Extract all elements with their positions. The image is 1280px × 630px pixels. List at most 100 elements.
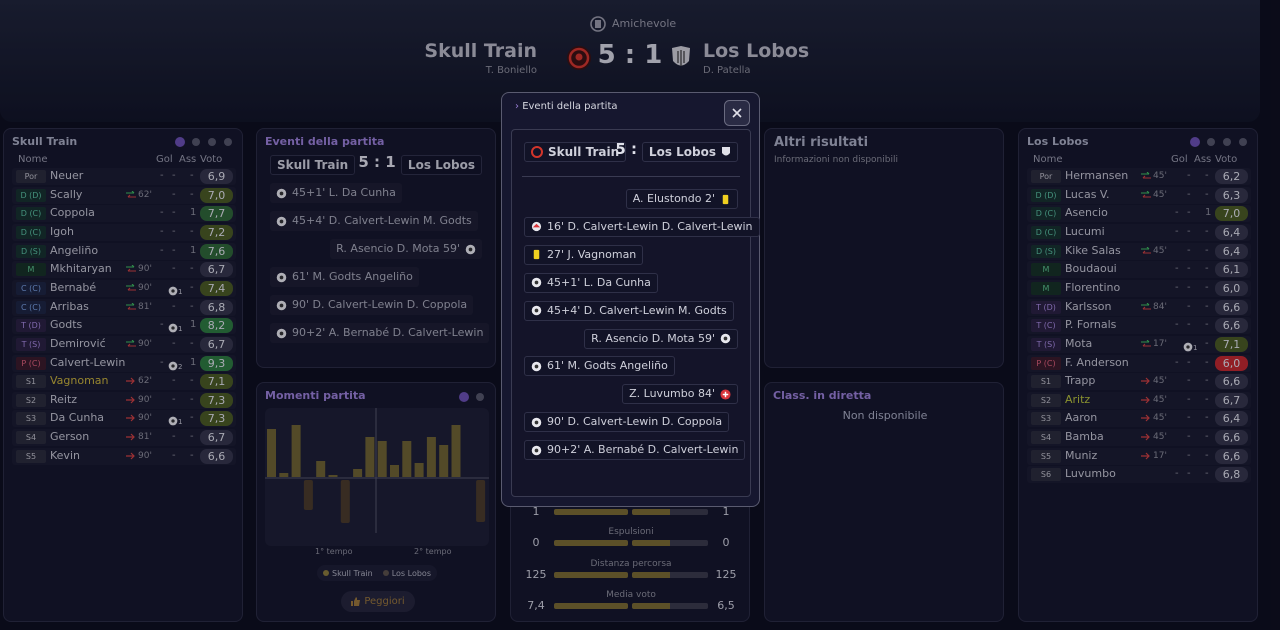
goal-count: 1 xyxy=(178,287,183,296)
player-row: T (S) Demirović 90' - -6,7 xyxy=(12,336,236,353)
position-badge: P (C) xyxy=(16,356,46,370)
rating: 7,0 xyxy=(200,187,233,203)
assists: - xyxy=(190,170,194,181)
rating: 6,0 xyxy=(1215,280,1248,296)
yellow-icon xyxy=(722,194,729,204)
sub-info: 62' xyxy=(126,190,152,200)
arrow-in xyxy=(126,396,135,404)
sub-info: - xyxy=(1175,225,1179,237)
momentum-bar xyxy=(267,429,276,477)
goals: 1 xyxy=(168,282,182,296)
event-text: 45+1' L. Da Cunha xyxy=(292,186,396,199)
arrow-in xyxy=(1142,175,1151,179)
sub-minute: 81' xyxy=(138,301,152,312)
legend: Skull Train Los Lobos xyxy=(317,565,437,581)
event: 45+1' L. Da Cunha xyxy=(524,272,658,293)
home-badge xyxy=(531,146,543,158)
ball-spot xyxy=(723,336,728,341)
position-badge: D (S) xyxy=(1031,244,1061,258)
position-badge: T (S) xyxy=(1031,337,1061,351)
injury-icon xyxy=(720,389,731,400)
team-name: Skull Train xyxy=(548,145,620,159)
player-name: Gerson xyxy=(50,430,90,444)
rating: 6,6 xyxy=(1215,299,1248,315)
sub-icon xyxy=(1141,415,1150,422)
sub-icon xyxy=(126,396,135,404)
assists: - xyxy=(1205,263,1209,275)
close-button[interactable] xyxy=(724,100,750,126)
goals: - xyxy=(1187,393,1191,405)
sub-info: 45' xyxy=(1141,376,1167,386)
momentum-bar xyxy=(476,480,486,522)
arrow-in xyxy=(126,433,135,441)
event: 27' J. Vagnoman xyxy=(524,244,644,265)
stat-home: 125 xyxy=(525,567,547,581)
sub-minute: 62' xyxy=(138,189,152,200)
stat-bar-home xyxy=(554,509,628,515)
modal-title: › Eventi della partita xyxy=(515,101,618,112)
event-text: 90+2' A. Bernabé D. Calvert-Lewin xyxy=(547,443,739,457)
sub-icon xyxy=(126,339,136,347)
header-away: Los Lobos xyxy=(641,142,738,162)
panel-text: Informazioni non disponibili xyxy=(774,155,898,165)
stat-label: Distanza percorsa xyxy=(590,558,672,569)
badge xyxy=(722,147,730,156)
position-badge: S6 xyxy=(1031,468,1061,482)
player-name: Angeliño xyxy=(50,243,99,257)
sub-info: - xyxy=(160,356,164,368)
stat-bar-away xyxy=(632,571,708,578)
player-name: Lucumi xyxy=(1065,224,1105,238)
position-badge: M xyxy=(16,263,46,277)
position-badge: S3 xyxy=(16,412,46,426)
legend-item: Skull Train xyxy=(323,569,373,578)
sub-info: - xyxy=(160,225,164,237)
event: R. Asencio D. Mota 59' xyxy=(584,328,738,349)
sub-icon xyxy=(1141,302,1151,310)
goal-count: 1 xyxy=(1193,343,1198,352)
position-badge: S1 xyxy=(16,375,46,389)
position-badge: C (C) xyxy=(16,300,46,314)
badge xyxy=(531,146,543,158)
assists: - xyxy=(1205,468,1209,480)
sub-info: 90' xyxy=(126,264,152,274)
first-half: 1° tempo xyxy=(315,547,353,556)
sub-info: 45' xyxy=(1141,413,1167,423)
goal-count: 1 xyxy=(178,418,183,427)
home-coach: T. Boniello xyxy=(485,65,537,76)
player-name: P. Fornals xyxy=(1065,318,1117,332)
assists: - xyxy=(1205,170,1209,181)
rating: 6,6 xyxy=(1215,448,1248,464)
player-name: Lucas V. xyxy=(1065,187,1110,201)
player-name: Kike Salas xyxy=(1065,243,1121,257)
assists: - xyxy=(1205,188,1209,200)
player-row: T (S) Mota 17' 1-7,1 xyxy=(1027,336,1251,353)
arrow-in xyxy=(127,194,136,198)
position-badge: S4 xyxy=(1031,431,1061,445)
sub-minute: 62' xyxy=(138,376,152,387)
worst-button[interactable]: Peggiori xyxy=(341,591,415,612)
stat-bar-home xyxy=(554,602,628,609)
goals: - xyxy=(172,188,176,200)
player-name: Igoh xyxy=(50,224,74,238)
card xyxy=(533,250,540,260)
header-home: Skull Train xyxy=(270,155,356,175)
player-row: Por Hermansen 45' - -6,2 xyxy=(1027,168,1251,185)
stat-label: Media voto xyxy=(606,589,656,600)
rating: 6,9 xyxy=(200,169,233,184)
dot xyxy=(192,138,200,146)
player-row: M Boudaoui - - -6,1 xyxy=(1027,261,1251,278)
sub-minute: 45' xyxy=(1153,394,1167,405)
momentum-chart xyxy=(265,408,489,546)
player-name: Coppola xyxy=(50,206,95,220)
arrow-out xyxy=(126,283,135,287)
ball-spot xyxy=(279,331,284,335)
away-badge xyxy=(672,46,690,66)
goals: - xyxy=(172,337,176,349)
rating: 7,2 xyxy=(200,224,233,240)
assists: - xyxy=(1205,281,1209,293)
rating: 7,6 xyxy=(200,243,233,259)
sub-minute: 17' xyxy=(1153,450,1167,461)
sub-info: 17' xyxy=(1141,339,1167,349)
second-half: 2° tempo xyxy=(414,547,452,556)
sub-info: 90' xyxy=(126,283,152,293)
